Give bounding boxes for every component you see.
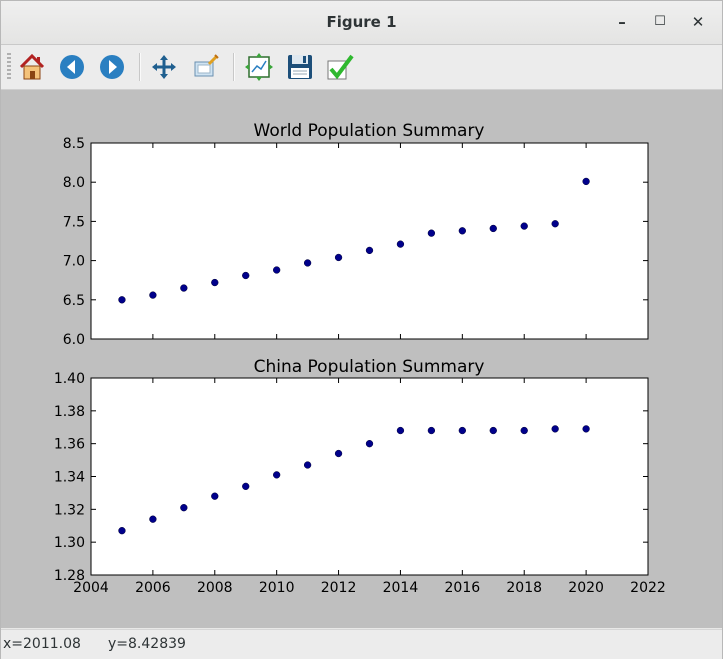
china-xtick-label: 2006: [135, 580, 171, 596]
china-data-point: [180, 504, 188, 512]
figure-canvas[interactable]: World Population Summary 6.0 6.5 7.0 7.5 8.0…: [1, 90, 722, 628]
forward-button[interactable]: [97, 52, 127, 82]
home-button[interactable]: [17, 52, 47, 82]
china-xtick-label: 2016: [445, 580, 481, 596]
zoom-rect-icon: [194, 54, 219, 77]
world-data-point: [118, 296, 126, 304]
world-data-point: [458, 227, 466, 235]
world-data-point: [551, 220, 559, 228]
pan-move-icon: [152, 55, 176, 79]
china-xtick-label: 2020: [568, 580, 604, 596]
cursor-x-readout: x=2011.08: [3, 636, 81, 652]
home-icon: [19, 53, 45, 80]
china-xtick-label: 2008: [197, 580, 233, 596]
world-ytick-label: 8.5: [63, 136, 85, 152]
china-data-point: [458, 426, 466, 435]
china-ytick-label: 1.38: [54, 404, 85, 420]
china-ytick-label: 1.34: [54, 470, 85, 486]
china-data-point: [211, 492, 219, 500]
china-data-point: [520, 426, 528, 435]
minimize-button[interactable]: –: [618, 13, 626, 31]
status-bar: x=2011.08 y=8.42839: [1, 629, 722, 659]
close-button[interactable]: ✕: [691, 13, 705, 31]
world-data-point: [211, 278, 219, 287]
china-ytick-label: 1.30: [54, 535, 85, 551]
edit-checkmark-icon: [327, 54, 354, 80]
china-xtick-label: 2014: [383, 580, 419, 596]
china-xtick-label: 2012: [321, 580, 357, 596]
china-xtick-label: 2022: [630, 580, 666, 596]
china-data-point: [273, 471, 281, 479]
save-floppy-icon: [288, 55, 312, 79]
world-data-point: [520, 222, 528, 230]
world-data-point: [273, 266, 281, 274]
world-data-point: [303, 259, 312, 267]
toolbar-grip-handle[interactable]: [7, 53, 11, 81]
world-ytick-label: 7.0: [63, 254, 85, 270]
world-axes-frame[interactable]: [90, 142, 649, 340]
china-data-point: [582, 425, 590, 433]
maximize-button[interactable]: ☐: [654, 14, 666, 29]
china-data-point: [489, 426, 497, 435]
zoom-button[interactable]: [191, 52, 221, 82]
cursor-y-readout: y=8.42839: [108, 636, 186, 652]
toolbar-separator: [139, 53, 141, 81]
world-ytick-label: 6.0: [63, 332, 85, 348]
world-data-point: [149, 291, 157, 299]
china-data-point: [396, 426, 405, 435]
china-xtick-label: 2010: [259, 580, 295, 596]
china-xtick-label: 2018: [506, 580, 542, 596]
pan-button[interactable]: [149, 52, 179, 82]
world-data-point: [242, 271, 250, 280]
navigation-toolbar: [1, 45, 722, 90]
china-data-point: [365, 440, 374, 448]
back-arrow-icon: [60, 55, 84, 79]
china-data-point: [334, 449, 343, 458]
china-data-point: [427, 426, 436, 435]
configure-subplots-button[interactable]: [244, 52, 274, 82]
china-ytick-label: 1.40: [54, 371, 85, 387]
world-data-point: [582, 177, 590, 186]
china-ytick-label: 1.32: [54, 502, 85, 518]
china-ytick-label: 1.28: [54, 568, 85, 584]
save-figure-button[interactable]: [285, 52, 315, 82]
china-data-point: [118, 527, 126, 535]
edit-parameters-button[interactable]: [325, 52, 355, 82]
world-data-point: [365, 246, 374, 255]
china-data-point: [242, 482, 250, 491]
china-data-point: [303, 461, 312, 469]
world-ytick-label: 8.0: [63, 175, 85, 191]
title-bar[interactable]: Figure 1 – ☐ ✕: [1, 1, 722, 45]
forward-arrow-icon: [100, 55, 124, 79]
world-data-point: [396, 240, 405, 248]
world-chart-title: World Population Summary: [254, 121, 485, 141]
world-data-point: [180, 284, 188, 292]
china-chart-title: China Population Summary: [254, 357, 485, 377]
china-axes-frame[interactable]: [90, 377, 649, 576]
world-ytick-label: 7.5: [63, 214, 85, 230]
world-data-point: [427, 229, 436, 237]
world-ytick-label: 6.5: [63, 293, 85, 309]
back-button[interactable]: [57, 52, 87, 82]
figure-plot[interactable]: World Population Summary 6.0 6.5 7.0 7.5 8.0…: [1, 90, 722, 628]
china-data-point: [149, 515, 157, 523]
subplots-config-icon: [245, 53, 273, 81]
window-title: Figure 1: [326, 13, 397, 31]
china-data-point: [551, 425, 559, 433]
china-xtick-label: 2004: [73, 580, 109, 596]
world-data-point: [334, 253, 343, 262]
china-ytick-label: 1.36: [54, 437, 85, 453]
world-data-point: [489, 224, 497, 233]
toolbar-separator: [233, 53, 235, 81]
